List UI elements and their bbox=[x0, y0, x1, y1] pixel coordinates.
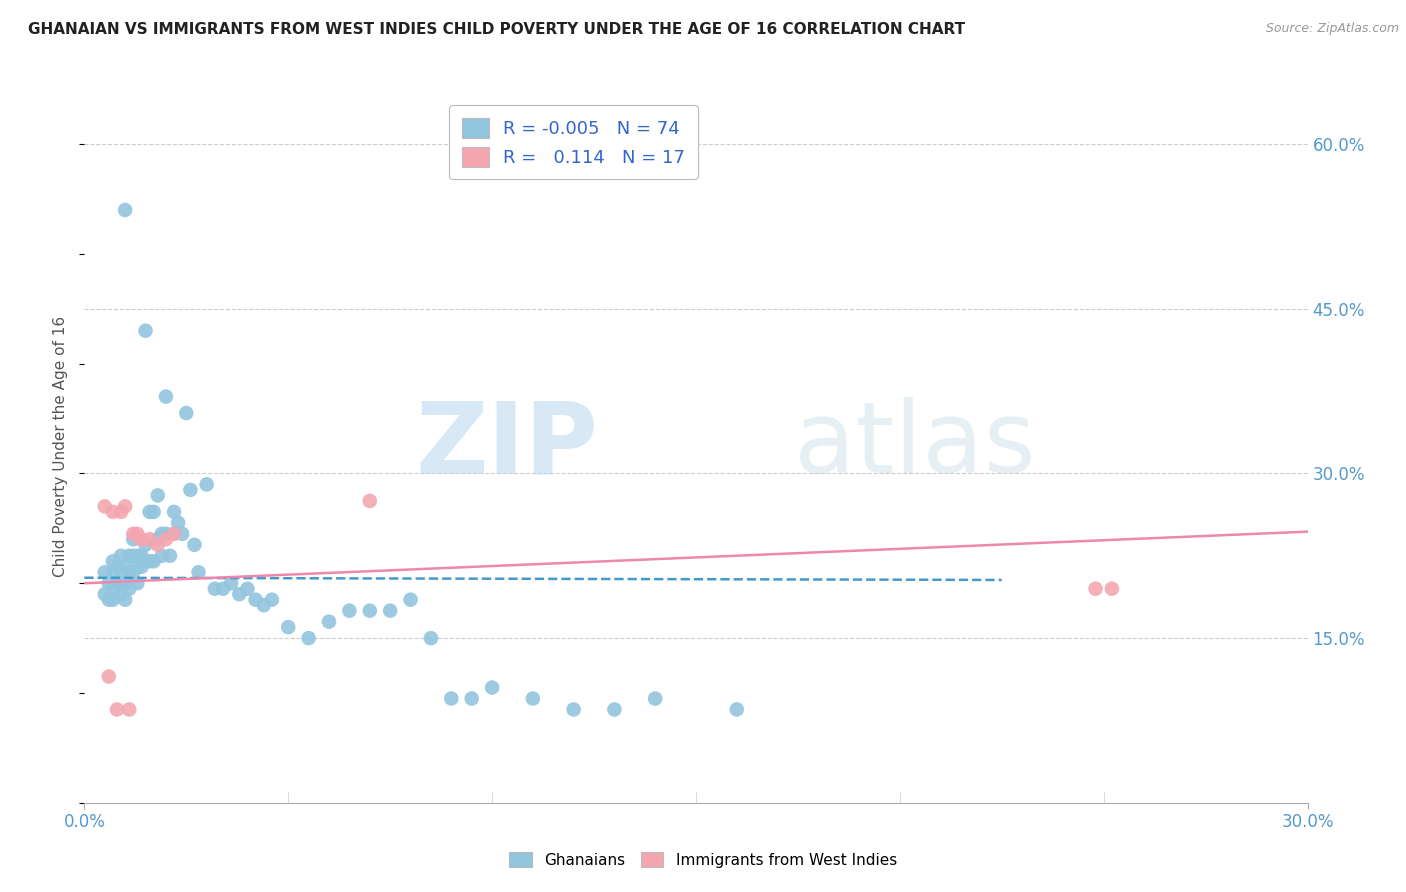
Point bbox=[114, 202, 136, 217]
Point bbox=[135, 538, 157, 552]
Point bbox=[603, 702, 626, 716]
Point bbox=[155, 390, 177, 404]
Point bbox=[93, 500, 117, 514]
Point bbox=[167, 516, 190, 530]
Point bbox=[114, 576, 136, 591]
Point bbox=[245, 592, 267, 607]
Point bbox=[236, 582, 259, 596]
Point bbox=[101, 582, 124, 596]
Legend: Ghanaians, Immigrants from West Indies: Ghanaians, Immigrants from West Indies bbox=[502, 844, 904, 875]
Y-axis label: Child Poverty Under the Age of 16: Child Poverty Under the Age of 16 bbox=[53, 316, 69, 576]
Point bbox=[155, 526, 177, 541]
Point bbox=[110, 566, 132, 580]
Point bbox=[163, 526, 186, 541]
Point bbox=[138, 554, 160, 568]
Point bbox=[131, 533, 153, 547]
Point bbox=[127, 559, 149, 574]
Point bbox=[105, 559, 128, 574]
Point bbox=[163, 505, 186, 519]
Point bbox=[135, 324, 157, 338]
Point bbox=[187, 566, 209, 580]
Point bbox=[110, 587, 132, 601]
Point bbox=[146, 538, 169, 552]
Point bbox=[122, 533, 145, 547]
Point bbox=[179, 483, 201, 497]
Point bbox=[339, 604, 361, 618]
Point bbox=[212, 582, 235, 596]
Point bbox=[644, 691, 666, 706]
Point bbox=[228, 587, 250, 601]
Point bbox=[318, 615, 340, 629]
Point bbox=[359, 604, 381, 618]
Point bbox=[146, 488, 169, 502]
Point bbox=[725, 702, 748, 716]
Point bbox=[159, 549, 181, 563]
Point bbox=[131, 559, 153, 574]
Point bbox=[97, 592, 120, 607]
Point bbox=[481, 681, 503, 695]
Point bbox=[93, 566, 117, 580]
Point bbox=[138, 505, 160, 519]
Point bbox=[195, 477, 218, 491]
Point bbox=[118, 566, 141, 580]
Point bbox=[114, 592, 136, 607]
Point bbox=[146, 533, 169, 547]
Point bbox=[118, 702, 141, 716]
Point bbox=[172, 526, 194, 541]
Point bbox=[142, 554, 165, 568]
Point bbox=[440, 691, 463, 706]
Point bbox=[131, 549, 153, 563]
Text: GHANAIAN VS IMMIGRANTS FROM WEST INDIES CHILD POVERTY UNDER THE AGE OF 16 CORREL: GHANAIAN VS IMMIGRANTS FROM WEST INDIES … bbox=[28, 22, 966, 37]
Point bbox=[101, 566, 124, 580]
Point bbox=[176, 406, 198, 420]
Point bbox=[204, 582, 226, 596]
Point bbox=[105, 702, 128, 716]
Point bbox=[118, 582, 141, 596]
Point bbox=[1101, 582, 1123, 596]
Point bbox=[142, 505, 165, 519]
Point bbox=[380, 604, 402, 618]
Point bbox=[101, 505, 124, 519]
Point bbox=[359, 494, 381, 508]
Point bbox=[127, 549, 149, 563]
Point bbox=[253, 598, 276, 612]
Text: atlas: atlas bbox=[794, 398, 1035, 494]
Point bbox=[105, 576, 128, 591]
Point bbox=[122, 526, 145, 541]
Point bbox=[163, 526, 186, 541]
Point bbox=[110, 505, 132, 519]
Point bbox=[118, 549, 141, 563]
Point bbox=[93, 587, 117, 601]
Point bbox=[150, 526, 173, 541]
Point bbox=[298, 631, 321, 645]
Point bbox=[127, 526, 149, 541]
Point bbox=[101, 592, 124, 607]
Point bbox=[155, 533, 177, 547]
Point bbox=[114, 500, 136, 514]
Point bbox=[97, 576, 120, 591]
Point bbox=[562, 702, 585, 716]
Point bbox=[114, 559, 136, 574]
Point bbox=[110, 549, 132, 563]
Point bbox=[1084, 582, 1107, 596]
Text: ZIP: ZIP bbox=[415, 398, 598, 494]
Point bbox=[122, 549, 145, 563]
Point bbox=[420, 631, 443, 645]
Point bbox=[277, 620, 299, 634]
Point bbox=[127, 576, 149, 591]
Point bbox=[97, 669, 120, 683]
Point bbox=[399, 592, 422, 607]
Point bbox=[138, 533, 160, 547]
Text: Source: ZipAtlas.com: Source: ZipAtlas.com bbox=[1265, 22, 1399, 36]
Point bbox=[150, 549, 173, 563]
Point bbox=[260, 592, 283, 607]
Point bbox=[101, 554, 124, 568]
Legend: R = -0.005   N = 74, R =   0.114   N = 17: R = -0.005 N = 74, R = 0.114 N = 17 bbox=[450, 105, 697, 179]
Point bbox=[122, 566, 145, 580]
Point bbox=[183, 538, 205, 552]
Point bbox=[219, 576, 242, 591]
Point bbox=[522, 691, 544, 706]
Point bbox=[461, 691, 484, 706]
